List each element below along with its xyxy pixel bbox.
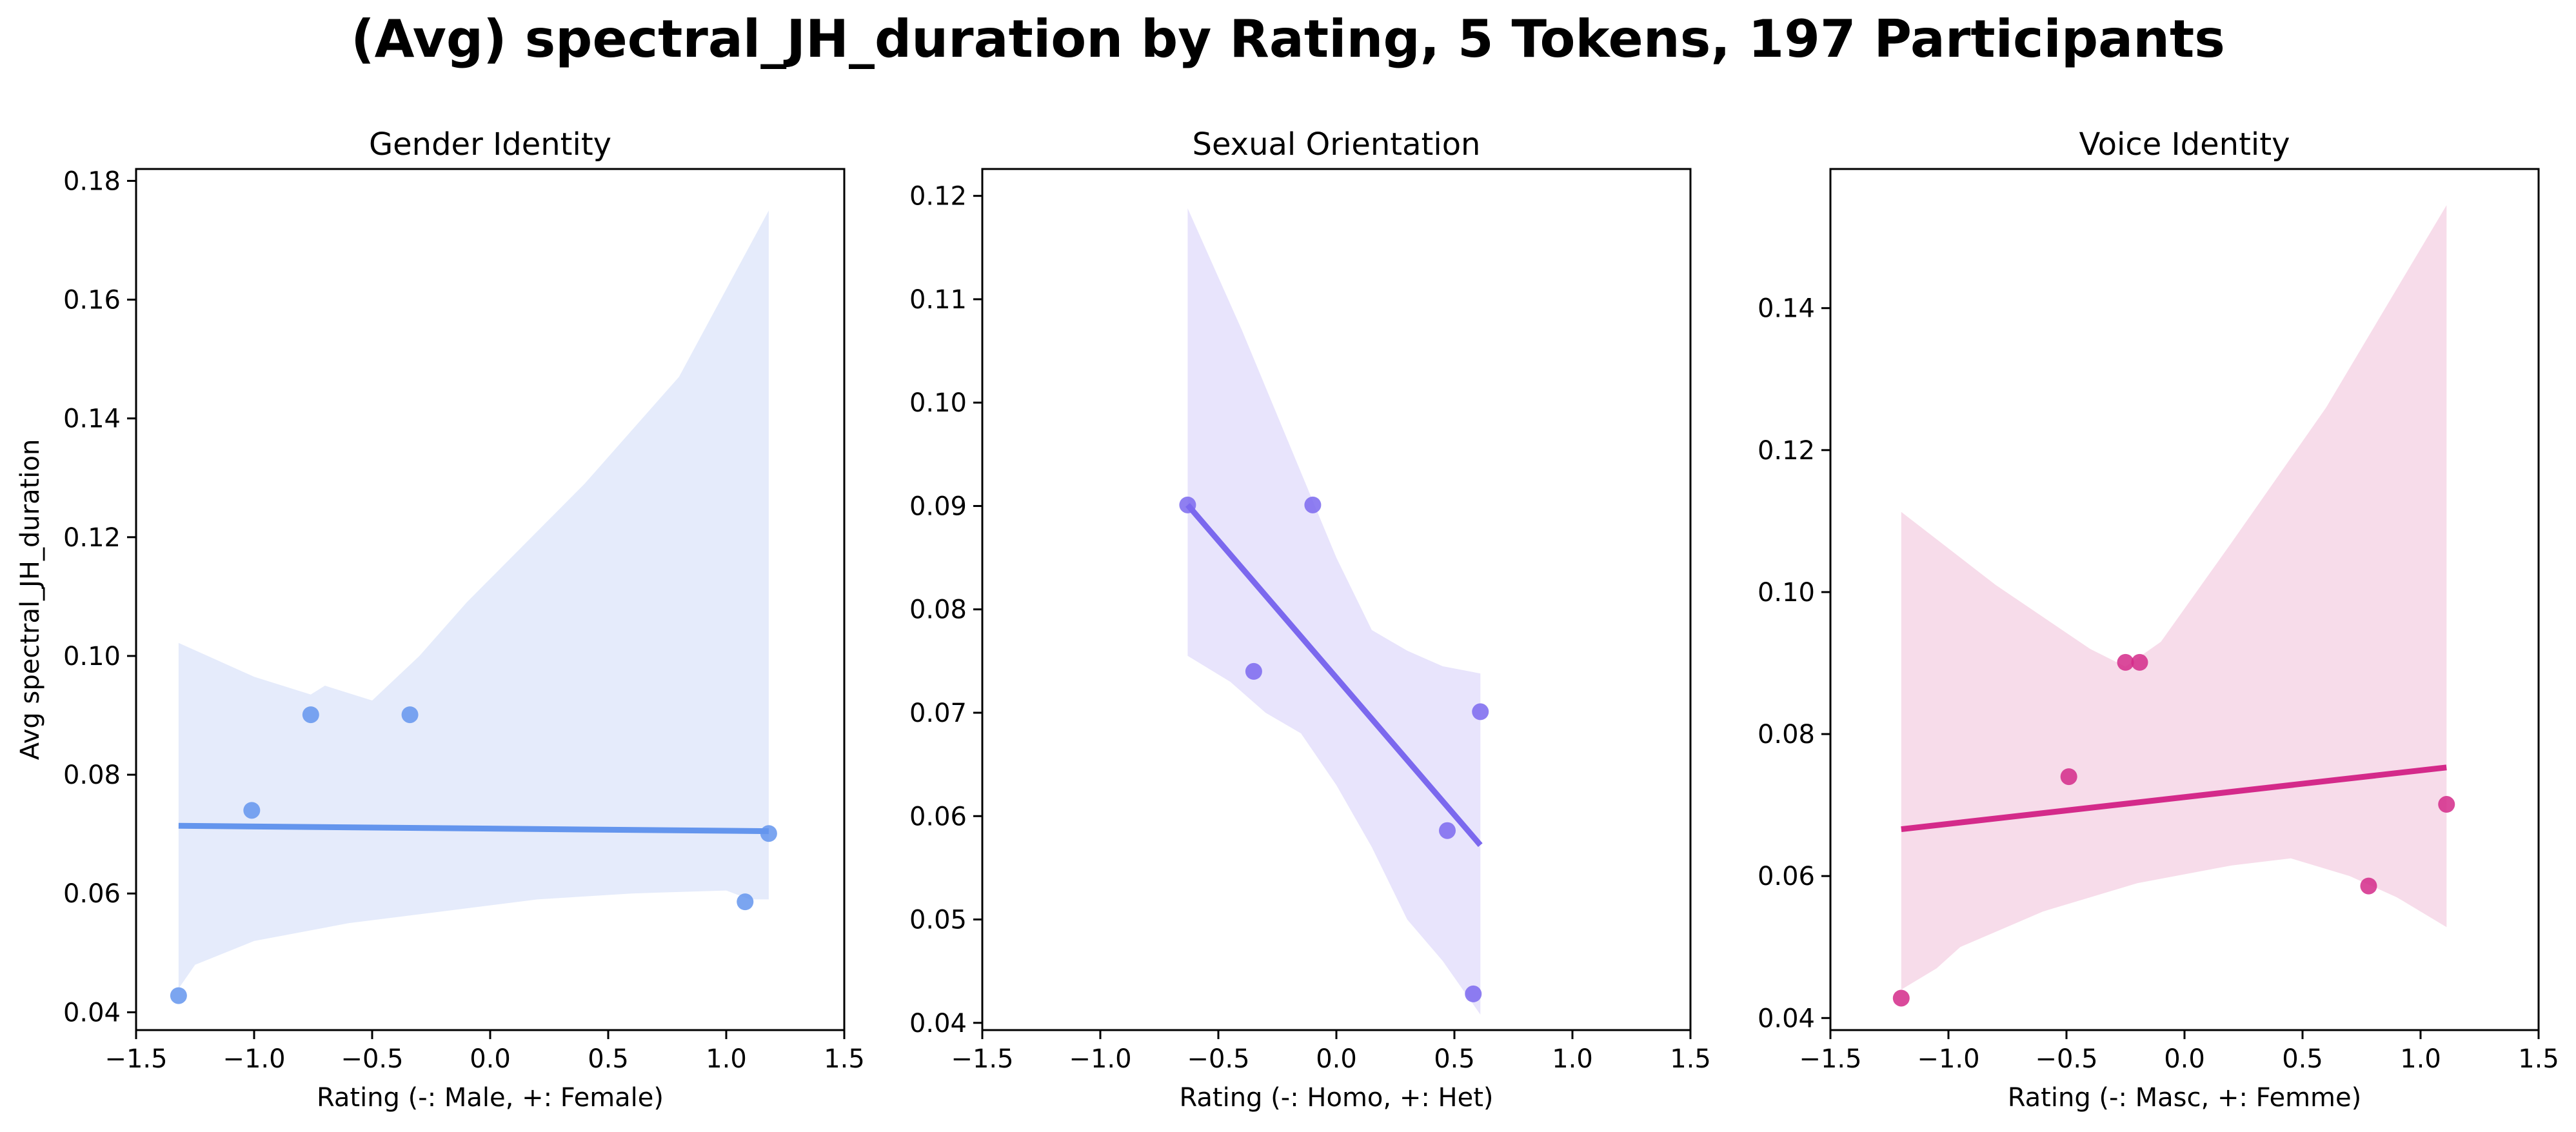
y-tick-label: 0.08 xyxy=(1758,720,1815,750)
x-tick-label: 1.0 xyxy=(2400,1044,2441,1074)
x-tick-label: −0.5 xyxy=(2035,1044,2097,1074)
subplot-title: Gender Identity xyxy=(369,126,611,163)
x-tick-label: −0.5 xyxy=(1187,1044,1249,1074)
subplot-title: Voice Identity xyxy=(2079,126,2290,163)
x-tick-label: −1.0 xyxy=(1069,1044,1131,1074)
y-tick-label: 0.09 xyxy=(909,492,967,521)
data-point-3 xyxy=(1304,497,1321,513)
x-tick-label: −1.5 xyxy=(1799,1044,1861,1074)
data-point-2 xyxy=(2061,768,2077,785)
y-tick-label: 0.08 xyxy=(63,760,121,790)
y-tick-label: 0.11 xyxy=(909,285,967,315)
data-point-1 xyxy=(170,988,187,1004)
x-tick-label: 1.5 xyxy=(1670,1044,1711,1074)
y-tick-label: 0.06 xyxy=(63,879,121,909)
x-tick-label: 0.0 xyxy=(2164,1044,2205,1074)
x-tick-label: −1.5 xyxy=(951,1044,1013,1074)
x-tick-label: 0.5 xyxy=(1434,1044,1475,1074)
y-tick-label: 0.04 xyxy=(909,1009,967,1038)
y-tick-label: 0.04 xyxy=(1758,1004,1815,1033)
data-point-5 xyxy=(1465,986,1481,1002)
y-tick-label: 0.12 xyxy=(1758,436,1815,466)
data-point-4 xyxy=(2131,654,2148,671)
y-tick-label: 0.10 xyxy=(63,642,121,671)
y-tick-label: 0.06 xyxy=(909,802,967,831)
subplot-gender-identity: −1.5 −1.0 −0.5 0.0 0.5 1.0 1.5 0.04 0.06 0.08 0.10… xyxy=(15,126,865,1113)
confidence-band xyxy=(1901,205,2447,989)
subplot-title: Sexual Orientation xyxy=(1193,126,1481,163)
x-tick-label: −1.5 xyxy=(104,1044,167,1074)
y-axis-label: Avg spectral_JH_duration xyxy=(15,439,45,760)
x-tick-label: −0.5 xyxy=(341,1044,403,1074)
x-tick-label: −1.0 xyxy=(1917,1044,1979,1074)
x-tick-label: 0.5 xyxy=(2282,1044,2323,1074)
y-tick-label: 0.06 xyxy=(1758,862,1815,891)
x-tick-label: 0.0 xyxy=(1316,1044,1357,1074)
subplot-sexual-orientation: −1.5 −1.0 −0.5 0.0 0.5 1.0 1.5 0.04 0.05 0.06 0.07… xyxy=(909,126,1711,1113)
data-point-2 xyxy=(243,802,260,819)
y-tick-label: 0.10 xyxy=(909,388,967,418)
x-axis-label: Rating (-: Masc, +: Femme) xyxy=(2008,1083,2361,1113)
data-point-6 xyxy=(1472,703,1489,720)
x-tick-label: −1.0 xyxy=(223,1044,285,1074)
y-tick-label: 0.12 xyxy=(63,523,121,553)
x-tick-label: 1.0 xyxy=(706,1044,747,1074)
y-tick-label: 0.18 xyxy=(63,166,121,196)
data-point-5 xyxy=(2360,878,2377,895)
subplot-voice-identity: −1.5 −1.0 −0.5 0.0 0.5 1.0 1.5 0.04 0.06 0.08 0.10… xyxy=(1758,126,2559,1113)
data-point-5 xyxy=(737,893,753,910)
x-tick-label: 0.5 xyxy=(588,1044,629,1074)
x-tick-label: 1.5 xyxy=(824,1044,865,1074)
x-axis-label: Rating (-: Male, +: Female) xyxy=(317,1083,664,1113)
data-point-3 xyxy=(302,706,319,723)
y-tick-label: 0.10 xyxy=(1758,578,1815,608)
x-tick-label: 0.0 xyxy=(470,1044,511,1074)
y-tick-label: 0.14 xyxy=(1758,294,1815,324)
data-point-6 xyxy=(2438,796,2455,813)
y-tick-label: 0.08 xyxy=(909,595,967,625)
y-tick-label: 0.12 xyxy=(909,182,967,212)
data-point-4 xyxy=(402,706,419,723)
data-point-2 xyxy=(1245,663,1262,680)
y-tick-label: 0.14 xyxy=(63,404,121,434)
y-tick-label: 0.07 xyxy=(909,699,967,728)
data-point-1 xyxy=(1893,989,1910,1006)
x-tick-label: 1.0 xyxy=(1552,1044,1593,1074)
x-axis-label: Rating (-: Homo, +: Het) xyxy=(1179,1083,1493,1113)
y-tick-label: 0.05 xyxy=(909,906,967,935)
data-point-1 xyxy=(1179,497,1196,513)
confidence-band xyxy=(179,210,769,988)
confidence-band xyxy=(1187,208,1480,1015)
y-tick-label: 0.04 xyxy=(63,998,121,1028)
data-point-6 xyxy=(760,825,777,842)
y-tick-label: 0.16 xyxy=(63,286,121,315)
x-tick-label: 1.5 xyxy=(2518,1044,2559,1074)
data-point-4 xyxy=(1439,822,1456,839)
